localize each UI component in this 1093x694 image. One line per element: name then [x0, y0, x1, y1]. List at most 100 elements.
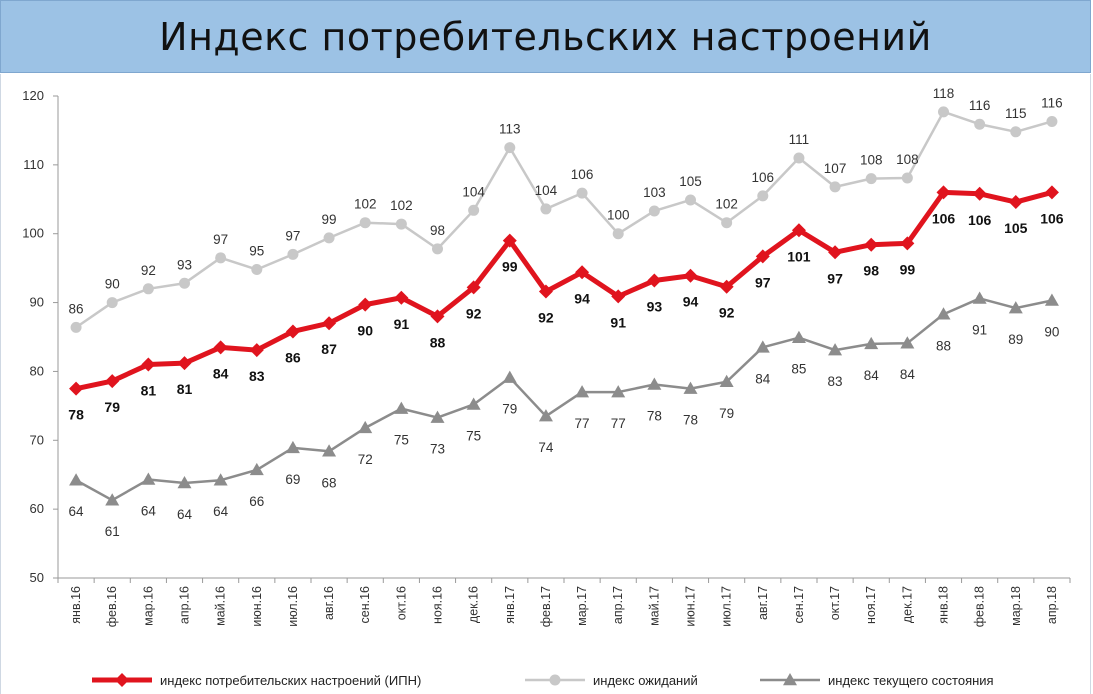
data-label: 92	[538, 310, 554, 326]
page-title: Индекс потребительских настроений	[159, 14, 932, 59]
data-point-triangle	[647, 377, 662, 390]
data-point-triangle	[213, 473, 228, 486]
data-point-triangle	[900, 336, 915, 349]
data-point-triangle	[611, 385, 626, 398]
data-point-circle	[938, 106, 949, 118]
data-point-diamond	[213, 340, 228, 355]
y-tick-label: 70	[30, 432, 44, 447]
data-point-triangle	[538, 409, 553, 422]
data-point-diamond	[719, 279, 734, 294]
data-label: 98	[430, 223, 445, 238]
data-label: 84	[900, 367, 916, 382]
data-point-triangle	[285, 440, 300, 454]
data-label: 93	[177, 257, 192, 272]
data-label: 68	[322, 475, 337, 490]
data-point-diamond	[105, 374, 120, 389]
x-tick-label: апр.18	[1045, 586, 1059, 624]
data-label: 81	[177, 381, 193, 397]
data-point-circle	[179, 277, 190, 289]
data-point-triangle	[141, 472, 156, 485]
legend-label: индекс ожиданий	[593, 673, 698, 688]
data-point-circle	[901, 172, 913, 184]
data-label: 87	[321, 341, 337, 357]
x-tick-label: июл.17	[720, 586, 734, 627]
legend-label: индекс потребительских настроений (ИПН)	[160, 673, 421, 688]
data-label: 104	[535, 183, 558, 198]
series-line	[75, 110, 1053, 329]
data-point-circle	[685, 194, 696, 206]
data-point-triangle	[177, 475, 192, 489]
chart-lines	[69, 106, 1059, 506]
data-label: 99	[900, 261, 916, 277]
data-label: 118	[933, 86, 955, 101]
data-point-triangle	[936, 307, 951, 320]
x-tick-label: янв.16	[69, 586, 83, 624]
x-tick-label: авг.17	[756, 586, 770, 620]
data-label: 84	[213, 365, 229, 381]
data-label: 100	[607, 208, 630, 223]
data-point-triangle	[69, 473, 84, 486]
x-tick-label: июн.16	[250, 586, 264, 627]
data-label: 78	[68, 407, 84, 423]
data-point-diamond	[828, 245, 843, 260]
data-point-triangle	[719, 374, 734, 388]
data-label: 72	[358, 452, 373, 467]
data-point-triangle	[430, 410, 445, 423]
x-tick-label: сен.16	[358, 586, 372, 624]
data-label: 99	[502, 259, 518, 275]
data-label: 106	[571, 167, 594, 182]
data-label: 113	[499, 122, 521, 137]
data-label: 84	[755, 371, 771, 386]
data-point-diamond	[647, 273, 662, 288]
x-tick-label: фев.16	[105, 586, 119, 627]
data-point-triangle	[575, 385, 590, 398]
data-point-diamond	[575, 265, 590, 280]
data-label: 101	[787, 248, 811, 264]
data-label: 83	[249, 368, 265, 384]
series-line	[75, 189, 1053, 392]
data-label: 105	[1004, 220, 1028, 236]
data-label: 97	[755, 274, 771, 290]
data-point-circle	[721, 217, 733, 229]
data-point-diamond	[755, 249, 770, 264]
data-label: 102	[354, 197, 377, 212]
data-point-circle	[648, 205, 660, 217]
data-label: 78	[647, 409, 662, 424]
data-label: 108	[860, 153, 883, 168]
x-tick-label: мар.17	[575, 586, 589, 626]
data-point-diamond	[1008, 195, 1023, 210]
data-label: 75	[394, 433, 409, 448]
chart-legend: индекс потребительских настроений (ИПН) и…	[92, 673, 994, 688]
data-point-diamond	[972, 186, 987, 201]
data-label: 64	[141, 504, 157, 519]
data-label: 116	[1041, 95, 1063, 110]
data-label: 66	[249, 494, 264, 509]
x-tick-label: фев.17	[539, 586, 553, 627]
data-point-triangle	[972, 291, 987, 304]
data-point-triangle	[394, 401, 409, 414]
data-point-circle	[215, 252, 227, 264]
x-tick-label: мар.16	[141, 586, 155, 626]
data-label: 92	[466, 305, 482, 321]
title-bar: Индекс потребительских настроений	[0, 0, 1091, 73]
x-tick-label: дек.17	[900, 586, 914, 623]
data-label: 99	[322, 212, 337, 227]
data-point-diamond	[683, 268, 698, 283]
data-label: 102	[715, 197, 738, 212]
data-point-diamond	[466, 280, 481, 295]
data-point-diamond	[1044, 185, 1059, 200]
data-point-circle	[359, 217, 371, 229]
data-label: 97	[285, 228, 300, 243]
data-point-circle	[395, 218, 407, 230]
data-point-circle	[829, 181, 841, 193]
data-label: 77	[575, 416, 590, 431]
data-point-circle	[1046, 115, 1058, 127]
data-label: 64	[177, 507, 193, 522]
data-point-circle	[251, 264, 263, 276]
data-point-circle	[974, 118, 986, 130]
legend-marker-circle	[549, 674, 561, 686]
data-label: 86	[69, 301, 84, 316]
x-tick-label: авг.16	[322, 586, 336, 620]
data-point-circle	[70, 321, 82, 333]
